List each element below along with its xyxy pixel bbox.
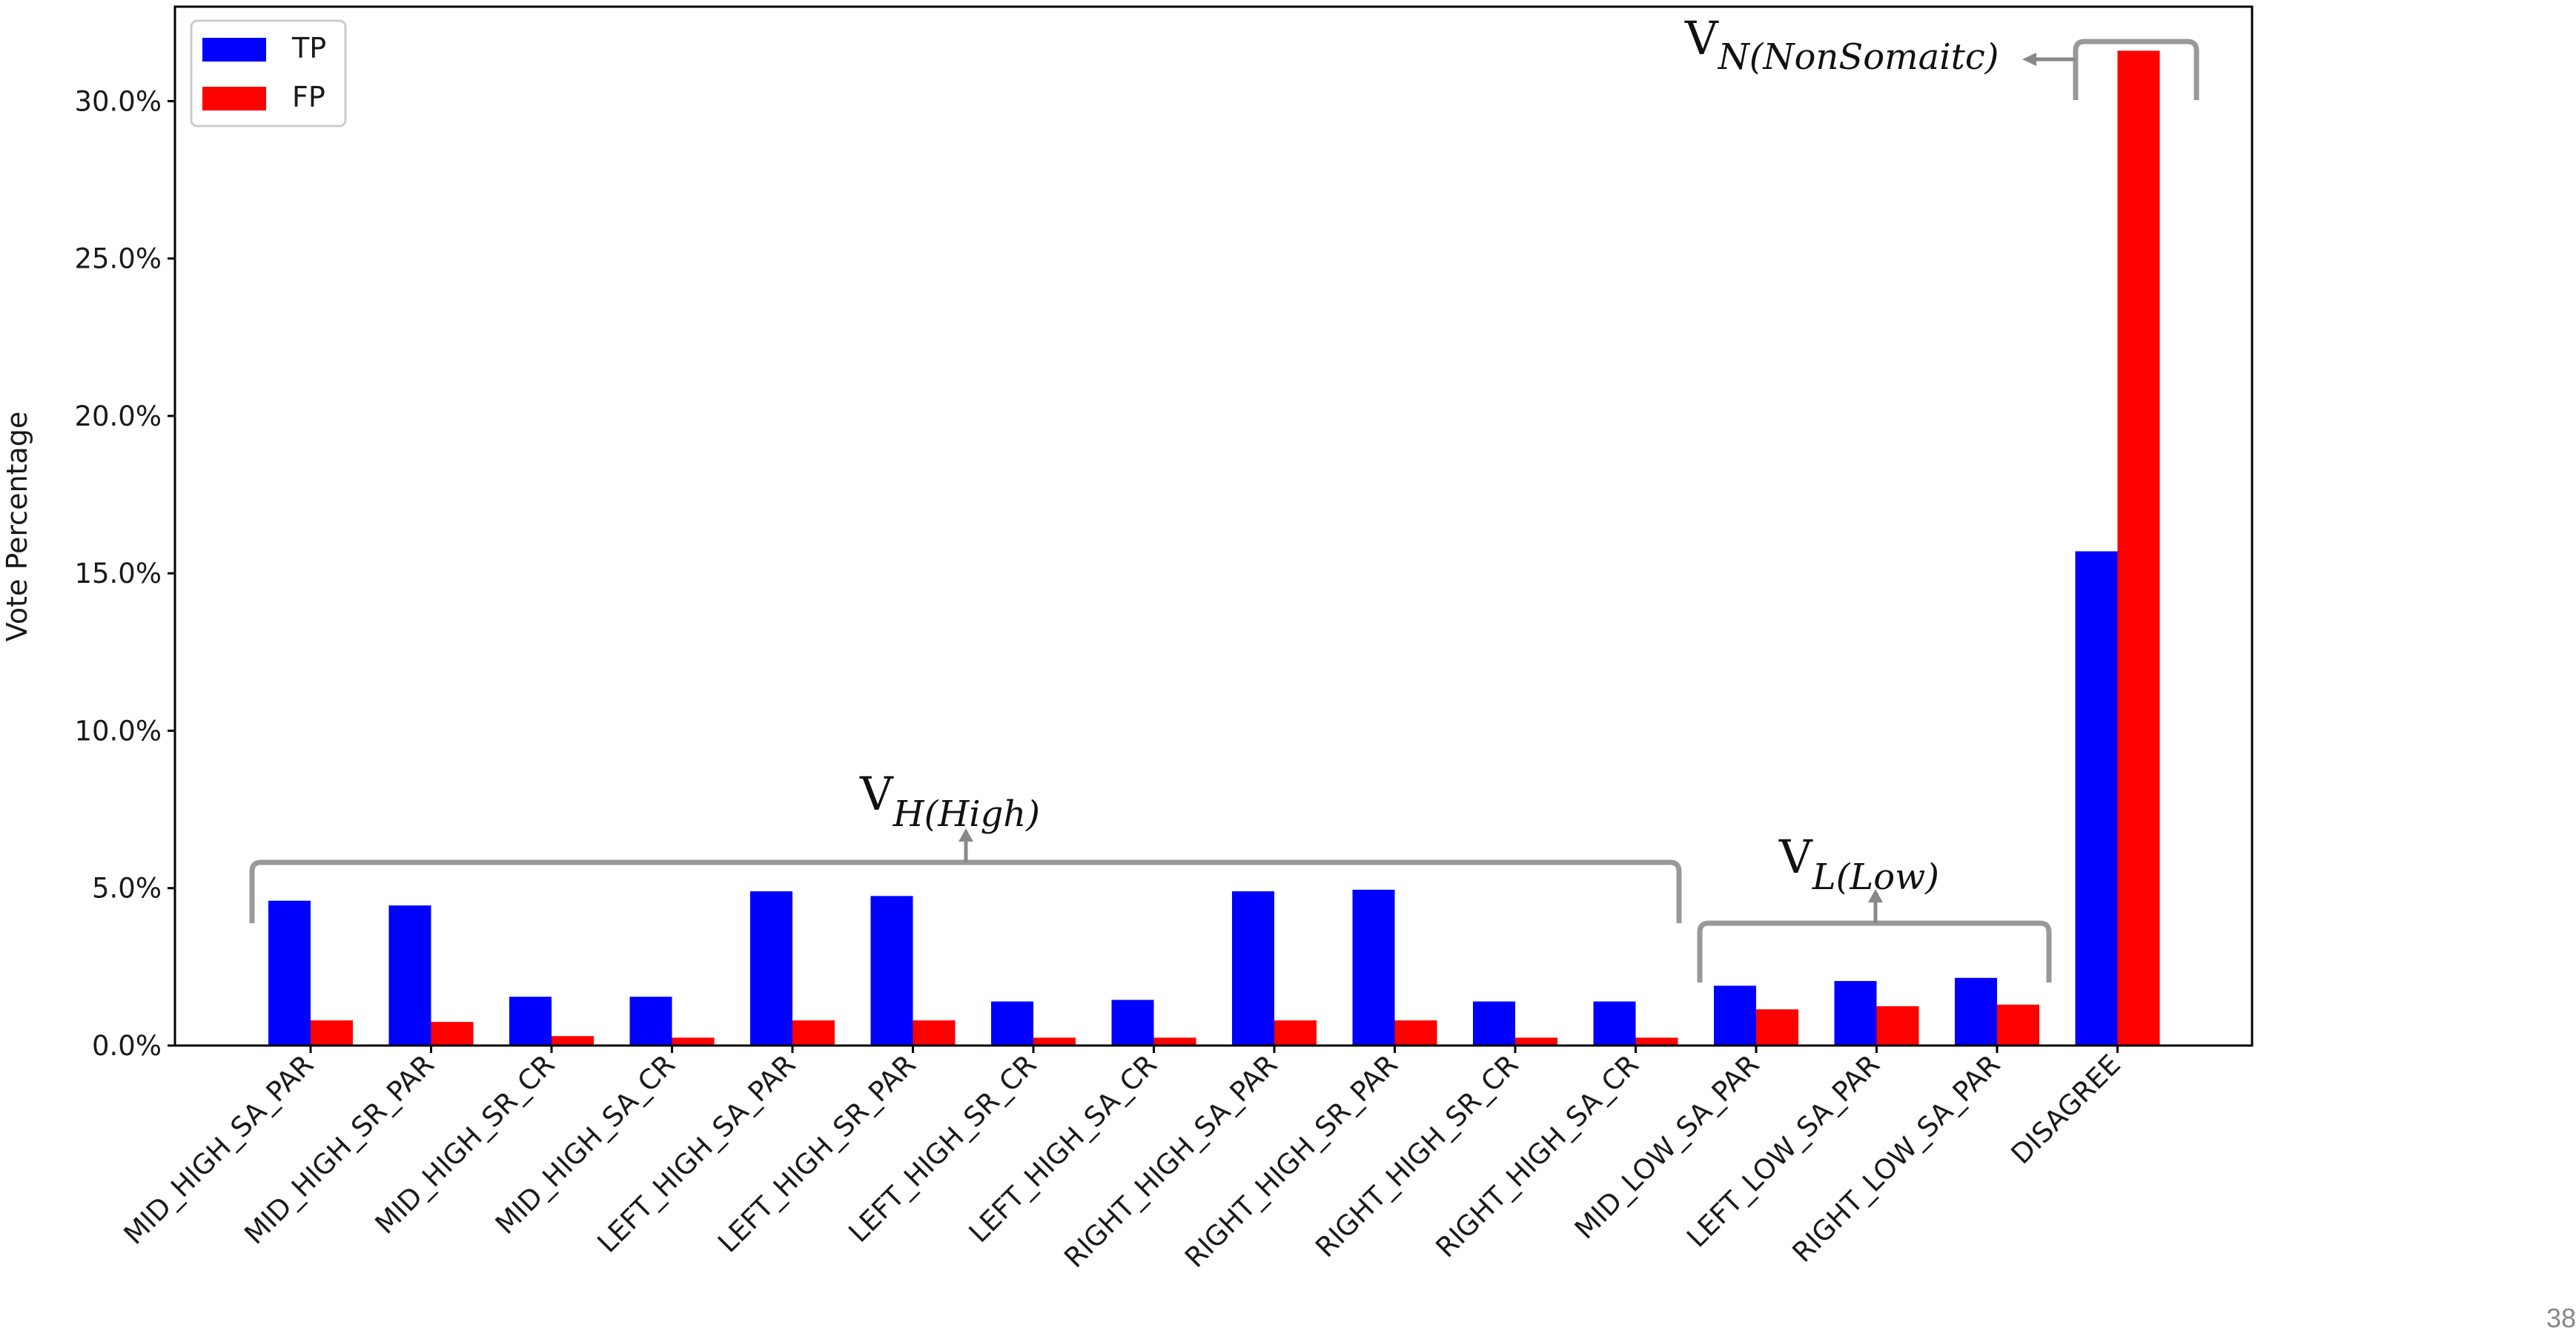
y-ticks-group: 0.0% 5.0% 10.0% 15.0% 20.0% 25.0% 30.0%	[74, 85, 175, 1062]
x-tick-label: LEFT_HIGH_SR_PAR	[712, 1049, 922, 1259]
bar-fp-left-high-sr-cr	[1033, 1037, 1076, 1046]
bar-tp-right-high-sr-par	[1352, 889, 1395, 1046]
bar-fp-left-high-sa-cr	[1153, 1037, 1196, 1046]
annotation-high: VH(High)	[859, 767, 1040, 835]
bar-tp-left-high-sr-par	[870, 896, 913, 1046]
annotation-nonsomatic-main: V	[1684, 11, 1719, 65]
annotation-nonsomatic-sub: N(NonSomaitc)	[1718, 36, 1999, 78]
annotation-low: VL(Low)	[1778, 830, 1939, 898]
x-tick-label: RIGHT_LOW_SA_PAR	[1787, 1049, 2007, 1269]
bar-tp-right-low-sa-par	[1955, 977, 1997, 1046]
bar-tp-right-high-sa-par	[1232, 891, 1274, 1046]
bar-fp-mid-high-sa-cr	[672, 1037, 715, 1046]
plot-frame	[173, 5, 2254, 1047]
bar-fp-mid-low-sa-par	[1756, 1009, 1798, 1046]
bar-tp-mid-high-sr-cr	[509, 997, 552, 1046]
annotation-low-sub: L(Low)	[1812, 856, 1939, 898]
bar-fp-right-high-sr-cr	[1515, 1037, 1557, 1046]
y-tick-label: 25.0%	[74, 243, 162, 275]
x-tick-label: LEFT_HIGH_SA_PAR	[592, 1049, 802, 1259]
bar-fp-right-low-sa-par	[1997, 1004, 2039, 1046]
bar-fp-mid-high-sa-par	[311, 1020, 353, 1046]
bar-tp-disagree	[2075, 551, 2118, 1046]
bar-tp-left-high-sa-cr	[1111, 1000, 1154, 1046]
x-ticks-group: MID_HIGH_SA_PARMID_HIGH_SR_PARMID_HIGH_S…	[118, 1046, 2127, 1274]
bar-fp-mid-high-sr-par	[431, 1022, 474, 1046]
bar-tp-mid-high-sa-cr	[629, 997, 672, 1046]
y-axis-label: Vote Percentage	[1, 412, 33, 641]
x-tick-label: RIGHT_HIGH_SA_CR	[1430, 1049, 1645, 1264]
legend-label-fp: FP	[292, 81, 325, 113]
bar-tp-left-high-sr-cr	[991, 1001, 1033, 1046]
x-tick-label: RIGHT_HIGH_SR_PAR	[1179, 1049, 1404, 1274]
bar-fp-right-high-sa-cr	[1635, 1037, 1678, 1046]
y-tick-label: 15.0%	[74, 558, 162, 590]
legend-label-tp: TP	[291, 32, 326, 65]
bar-fp-left-low-sa-par	[1876, 1006, 1919, 1046]
bar-tp-mid-high-sa-par	[268, 900, 311, 1046]
group-bracket-nonsomatic	[2073, 39, 2199, 100]
annotation-high-main: V	[859, 767, 894, 821]
annotation-high-sub: H(High)	[893, 793, 1040, 835]
y-tick-label: 5.0%	[92, 873, 162, 905]
annotation-nonsomatic: VN(NonSomaitc)	[1684, 11, 1999, 78]
bar-fp-disagree	[2117, 50, 2160, 1046]
bar-fp-left-high-sr-par	[913, 1020, 956, 1046]
slide-number: 38	[2546, 1303, 2576, 1333]
bar-tp-right-high-sa-cr	[1593, 1001, 1636, 1046]
bar-fp-left-high-sa-par	[792, 1020, 835, 1046]
bar-fp-right-high-sa-par	[1274, 1020, 1317, 1046]
x-tick-label: RIGHT_HIGH_SA_PAR	[1058, 1049, 1283, 1274]
legend-swatch-tp	[202, 38, 266, 62]
group-arrow-nonsomatic	[2022, 53, 2076, 66]
y-tick-label: 30.0%	[74, 85, 162, 117]
group-arrow-high	[958, 828, 973, 862]
legend: TP FP	[190, 19, 347, 128]
annotation-low-main: V	[1778, 830, 1813, 884]
bar-fp-mid-high-sr-cr	[552, 1036, 594, 1046]
bar-fp-right-high-sr-par	[1394, 1020, 1437, 1046]
bar-tp-left-low-sa-par	[1834, 980, 1877, 1046]
x-tick-label: DISAGREE	[2005, 1049, 2127, 1170]
bar-tp-mid-low-sa-par	[1714, 985, 1756, 1046]
bar-tp-mid-high-sr-par	[388, 905, 431, 1046]
bar-tp-left-high-sa-par	[750, 891, 792, 1046]
group-bracket-low	[1697, 920, 2052, 983]
y-tick-label: 20.0%	[74, 400, 162, 432]
group-bracket-high	[249, 859, 1682, 923]
legend-swatch-fp	[202, 87, 266, 110]
bars-group	[268, 50, 2160, 1046]
y-tick-label: 0.0%	[92, 1030, 162, 1062]
y-tick-label: 10.0%	[74, 715, 162, 747]
bar-tp-right-high-sr-cr	[1473, 1001, 1515, 1046]
group-arrow-low	[1868, 889, 1883, 923]
x-tick-label: RIGHT_HIGH_SR_CR	[1309, 1049, 1524, 1264]
